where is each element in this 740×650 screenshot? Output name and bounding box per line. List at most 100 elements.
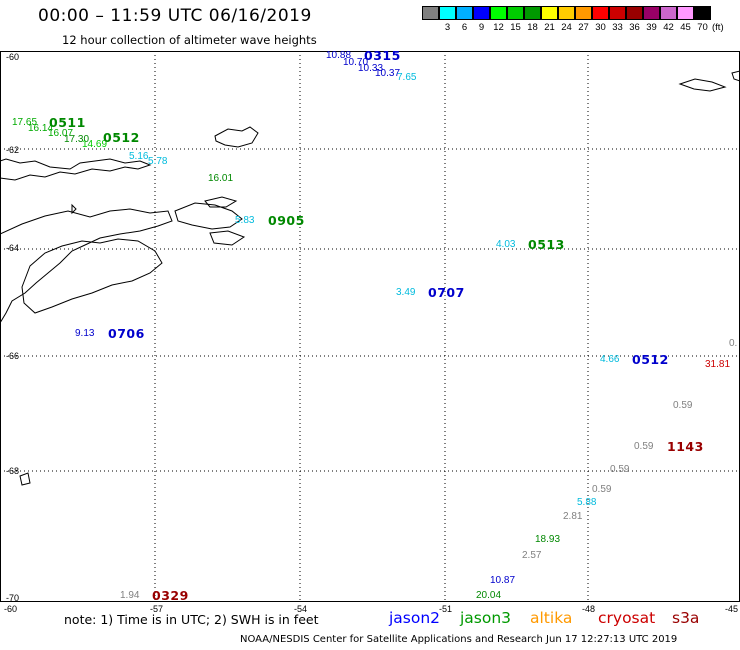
latitude-tick-label: -60 xyxy=(6,52,20,62)
colorbar-swatch xyxy=(524,6,541,20)
island-coastline xyxy=(174,202,243,230)
colorbar-swatch xyxy=(575,6,592,20)
wave-height-value: 0.59 xyxy=(634,441,654,452)
wave-height-value: 4.66 xyxy=(600,354,620,365)
pass-id-label: 0512 xyxy=(103,130,140,145)
colorbar-label: 21 xyxy=(544,22,555,33)
coastline xyxy=(0,208,173,324)
pass-id-label: 0315 xyxy=(364,48,401,63)
colorbar-swatch xyxy=(609,6,626,20)
pass-id-label: 0329 xyxy=(152,588,189,603)
wave-height-value: 0. xyxy=(729,338,738,349)
colorbar-swatch xyxy=(541,6,558,20)
legend-satellite-cryosat: cryosat xyxy=(598,609,656,627)
pass-id-label: 1143 xyxy=(667,439,704,454)
colorbar-label: 27 xyxy=(578,22,589,33)
wave-height-value: 10.33 xyxy=(358,63,384,74)
wave-height-value: 20.04 xyxy=(476,590,502,601)
peninsula-coastline xyxy=(21,238,163,314)
wave-height-value: 2.57 xyxy=(522,550,542,561)
colorbar-label: 9 xyxy=(478,22,485,33)
longitude-tick-label: -45 xyxy=(725,604,739,614)
wave-height-value: 17.65 xyxy=(12,117,38,128)
wave-height-value: 9.13 xyxy=(75,328,95,339)
map-title: 00:00 – 11:59 UTC 06/16/2019 xyxy=(38,6,312,26)
colorbar-swatch xyxy=(643,6,660,20)
pass-id-label: 0905 xyxy=(268,213,305,228)
colorbar-swatch xyxy=(439,6,456,20)
colorbar-label: 33 xyxy=(612,22,623,33)
island-coastline xyxy=(731,70,740,82)
wave-height-value: 17.30 xyxy=(64,134,90,145)
legend-satellite-altika: altika xyxy=(530,609,573,627)
wave-height-value: 5.88 xyxy=(577,497,597,508)
graticule xyxy=(0,51,740,602)
longitude-tick-label: -51 xyxy=(439,604,453,614)
colorbar-label: 18 xyxy=(527,22,538,33)
colorbar-label: 36 xyxy=(629,22,640,33)
colorbar-label: 12 xyxy=(493,22,504,33)
wave-height-value: 31.81 xyxy=(705,359,731,370)
latitude-tick-label: -70 xyxy=(6,593,20,603)
longitude-tick-label: -54 xyxy=(294,604,308,614)
colorbar-swatch xyxy=(660,6,677,20)
wave-height-value: 3.49 xyxy=(396,287,416,298)
wave-height-value: 10.37 xyxy=(375,68,401,79)
wave-height-value: 16.01 xyxy=(208,173,234,184)
pass-id-label: 0706 xyxy=(108,326,145,341)
island-coastline xyxy=(71,203,77,215)
coastline xyxy=(0,158,152,181)
wave-height-value: 4.03 xyxy=(496,239,516,250)
pass-id-label: 0707 xyxy=(428,285,465,300)
wave-height-value: 16.14 xyxy=(28,123,54,134)
colorbar-label: 30 xyxy=(595,22,606,33)
pass-id-label: 0512 xyxy=(632,352,669,367)
island-coastline xyxy=(209,230,246,246)
island-coastline xyxy=(204,196,238,208)
map-subtitle: 12 hour collection of altimeter wave hei… xyxy=(62,33,317,47)
wave-height-value: 1.94 xyxy=(120,590,140,601)
wave-height-value: 5.16 xyxy=(129,151,149,162)
wave-height-value: 10.87 xyxy=(490,575,516,586)
legend-satellite-jason3: jason3 xyxy=(460,609,512,627)
latitude-tick-label: -68 xyxy=(6,466,20,476)
island-coastline xyxy=(678,78,727,92)
colorbar-swatch xyxy=(558,6,575,20)
colorbar-swatch xyxy=(456,6,473,20)
longitude-tick-label: -60 xyxy=(4,604,18,614)
wave-height-value: 5.83 xyxy=(235,215,255,226)
longitude-tick-label: -57 xyxy=(150,604,164,614)
colorbar-label: 39 xyxy=(646,22,657,33)
longitude-tick-label: -48 xyxy=(582,604,596,614)
wave-height-value: 0.59 xyxy=(592,484,612,495)
colorbar-unit: (ft) xyxy=(712,22,724,33)
latitude-tick-label: -66 xyxy=(6,351,20,361)
wave-height-value: 2.81 xyxy=(563,511,583,522)
wave-height-value: 5.78 xyxy=(148,156,168,167)
wave-height-value: 0.59 xyxy=(673,400,693,411)
colorbar-swatch xyxy=(677,6,694,20)
pass-id-label: 0511 xyxy=(49,115,86,130)
latitude-tick-label: -64 xyxy=(6,243,20,253)
coastlines xyxy=(0,70,740,486)
wave-height-value: 10.70 xyxy=(343,57,369,68)
wave-height-value: 7.65 xyxy=(397,72,417,83)
legend-satellite-s3a: s3a xyxy=(672,609,700,627)
colorbar-swatch xyxy=(694,6,711,20)
colorbar-swatch xyxy=(473,6,490,20)
colorbar-swatch xyxy=(592,6,609,20)
colorbar-swatch xyxy=(507,6,524,20)
colorbar-swatch xyxy=(422,6,439,20)
latitude-tick-label: -62 xyxy=(6,145,20,155)
island-coastline xyxy=(214,126,259,148)
colorbar-label: 24 xyxy=(561,22,572,33)
wave-height-value: 16.07 xyxy=(48,128,74,139)
colorbar-label: 3 xyxy=(444,22,451,33)
wave-height-value: 10.88 xyxy=(326,50,352,61)
wave-height-value: 18.93 xyxy=(535,534,561,545)
colorbar-swatch xyxy=(626,6,643,20)
colorbar-label: 45 xyxy=(680,22,691,33)
colorbar-label: 6 xyxy=(461,22,468,33)
pass-id-label: 0513 xyxy=(528,237,565,252)
colorbar-swatch xyxy=(490,6,507,20)
